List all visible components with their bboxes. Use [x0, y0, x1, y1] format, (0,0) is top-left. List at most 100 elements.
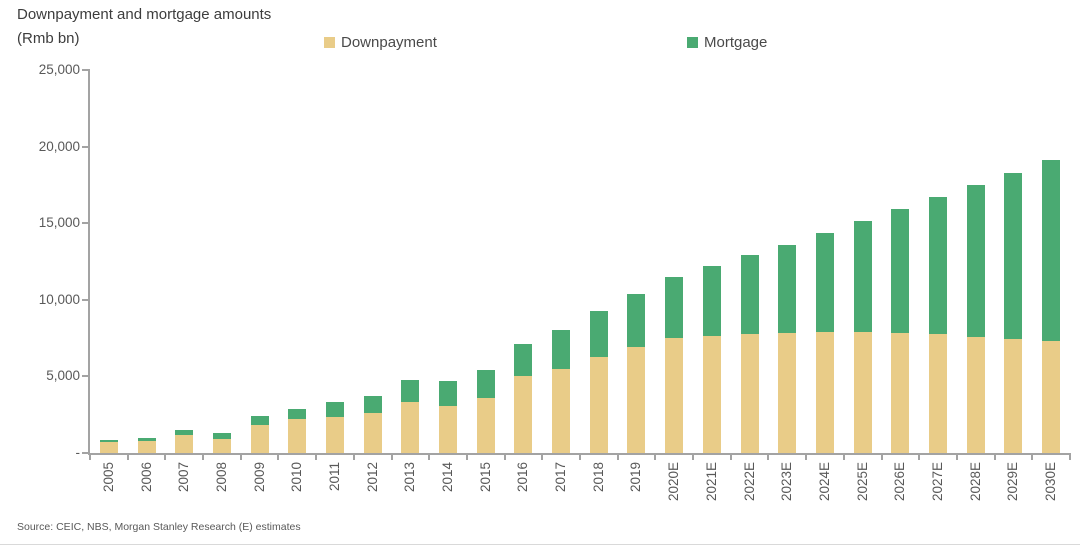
- x-axis-tick: [918, 453, 921, 460]
- x-axis-tick: [842, 453, 845, 460]
- legend-swatch-mortgage-icon: [687, 37, 698, 48]
- y-axis-tick: [82, 375, 90, 378]
- x-axis-label-2025E: 2025E: [854, 462, 870, 502]
- bar-segment-mortgage-2026E: [891, 209, 910, 333]
- x-axis-label-wrap: 2029E: [1005, 462, 1020, 506]
- bar-slot-2022E: 2022E: [731, 70, 769, 501]
- x-axis-label-2017: 2017: [553, 462, 569, 493]
- bar-2018: [589, 311, 608, 453]
- bar-2020E: [665, 276, 684, 453]
- x-axis-label-wrap: 2010: [289, 462, 304, 497]
- y-axis-label: 10,000: [38, 291, 80, 307]
- y-axis-label: 20,000: [38, 138, 80, 154]
- bar-2008: [212, 433, 231, 453]
- bar-2012: [363, 396, 382, 453]
- x-axis-tick: [428, 453, 431, 460]
- bar-slot-2025E: 2025E: [844, 70, 882, 501]
- bar-segment-mortgage-2011: [325, 402, 344, 417]
- bars-container: 2005 2006 2007 2008 2009 2010 2011 2012 2013 2014…: [90, 70, 1070, 501]
- x-axis-label-wrap: 2023E: [779, 462, 794, 506]
- bar-segment-mortgage-2017: [552, 330, 571, 369]
- bar-slot-2024E: 2024E: [806, 70, 844, 501]
- bar-slot-2027E: 2027E: [919, 70, 957, 501]
- bar-segment-mortgage-2016: [514, 344, 533, 377]
- bar-2025E: [853, 220, 872, 453]
- bar-segment-downpayment-2026E: [891, 332, 910, 453]
- x-axis-label-2013: 2013: [402, 462, 418, 493]
- bar-slot-2015: 2015: [467, 70, 505, 492]
- bar-2011: [325, 402, 344, 453]
- y-axis-label: 25,000: [38, 62, 80, 77]
- y-axis-label: 5,000: [46, 368, 80, 384]
- y-axis-label: -: [75, 445, 81, 460]
- x-axis-label-2014: 2014: [440, 462, 456, 493]
- bar-2029E: [1004, 172, 1023, 453]
- x-axis-label-2018: 2018: [590, 462, 606, 493]
- x-axis-label-2015: 2015: [477, 462, 493, 493]
- x-axis-label-wrap: 2019: [628, 462, 643, 497]
- x-axis-label-wrap: 2009: [252, 462, 267, 497]
- plot-area: -5,000 10,000 15,000 20,000 25,000 2005 2006 2…: [39, 62, 1071, 501]
- x-axis-label-wrap: 2026E: [892, 462, 907, 506]
- bar-segment-downpayment-2009: [250, 424, 269, 453]
- y-axis-tick: [82, 298, 90, 301]
- bar-segment-downpayment-2010: [288, 419, 307, 453]
- x-axis-tick: [993, 453, 996, 460]
- chart-title: Downpayment and mortgage amounts: [17, 6, 272, 23]
- bar-slot-2007: 2007: [165, 70, 203, 492]
- x-axis-label-wrap: 2006: [139, 462, 154, 497]
- x-axis-label-wrap: 2022E: [742, 462, 757, 506]
- bar-2016: [514, 344, 533, 453]
- x-axis-tick: [126, 453, 129, 460]
- x-axis-tick: [541, 453, 544, 460]
- bar-segment-downpayment-2022E: [740, 333, 759, 453]
- bar-segment-mortgage-2007: [175, 430, 194, 435]
- x-axis-label-2006: 2006: [138, 462, 154, 493]
- bar-2006: [137, 437, 156, 453]
- bar-slot-2009: 2009: [241, 70, 279, 492]
- x-axis-label-wrap: 2021E: [704, 462, 719, 506]
- y-axis-tick: [82, 145, 90, 148]
- bar-2021E: [702, 266, 721, 453]
- x-axis-label-2020E: 2020E: [666, 462, 682, 502]
- bar-segment-mortgage-2027E: [928, 197, 947, 334]
- bar-segment-mortgage-2030E: [1042, 160, 1061, 342]
- bar-2028E: [966, 184, 985, 453]
- x-axis-label-wrap: 2012: [365, 462, 380, 497]
- y-axis-tick: [82, 69, 90, 71]
- x-axis-label-2005: 2005: [100, 462, 116, 493]
- bar-segment-mortgage-2024E: [815, 233, 834, 332]
- bar-segment-downpayment-2020E: [665, 338, 684, 453]
- x-axis-label-2009: 2009: [251, 462, 267, 493]
- x-axis-tick: [89, 453, 91, 460]
- bar-segment-mortgage-2015: [476, 369, 495, 398]
- bar-2007: [175, 430, 194, 453]
- x-axis-label-wrap: 2027E: [930, 462, 945, 506]
- x-axis-label-wrap: 2005: [101, 462, 116, 497]
- bar-slot-2019: 2019: [618, 70, 656, 492]
- bar-2023E: [778, 244, 797, 453]
- bar-2019: [627, 293, 646, 453]
- bar-segment-mortgage-2029E: [1004, 172, 1023, 339]
- bar-2015: [476, 369, 495, 453]
- x-axis-label-2023E: 2023E: [779, 462, 795, 502]
- x-axis-tick: [692, 453, 695, 460]
- x-axis-label-wrap: 2013: [402, 462, 417, 497]
- x-axis-label-2024E: 2024E: [816, 462, 832, 502]
- bar-2030E: [1042, 160, 1061, 453]
- bar-slot-2014: 2014: [429, 70, 467, 492]
- bar-2014: [439, 381, 458, 453]
- x-axis-label-2030E: 2030E: [1043, 462, 1059, 502]
- x-axis-tick: [880, 453, 883, 460]
- legend-label-mortgage: Mortgage: [704, 34, 768, 51]
- bar-segment-downpayment-2008: [212, 439, 231, 453]
- x-axis-tick: [955, 453, 958, 460]
- x-axis-label-wrap: 2030E: [1043, 462, 1058, 506]
- bar-segment-downpayment-2019: [627, 346, 646, 453]
- x-axis-label-2008: 2008: [213, 462, 229, 493]
- bar-segment-downpayment-2012: [363, 413, 382, 453]
- bar-segment-mortgage-2023E: [778, 244, 797, 333]
- x-axis-label-2022E: 2022E: [741, 462, 757, 502]
- x-axis-label-wrap: 2020E: [666, 462, 681, 506]
